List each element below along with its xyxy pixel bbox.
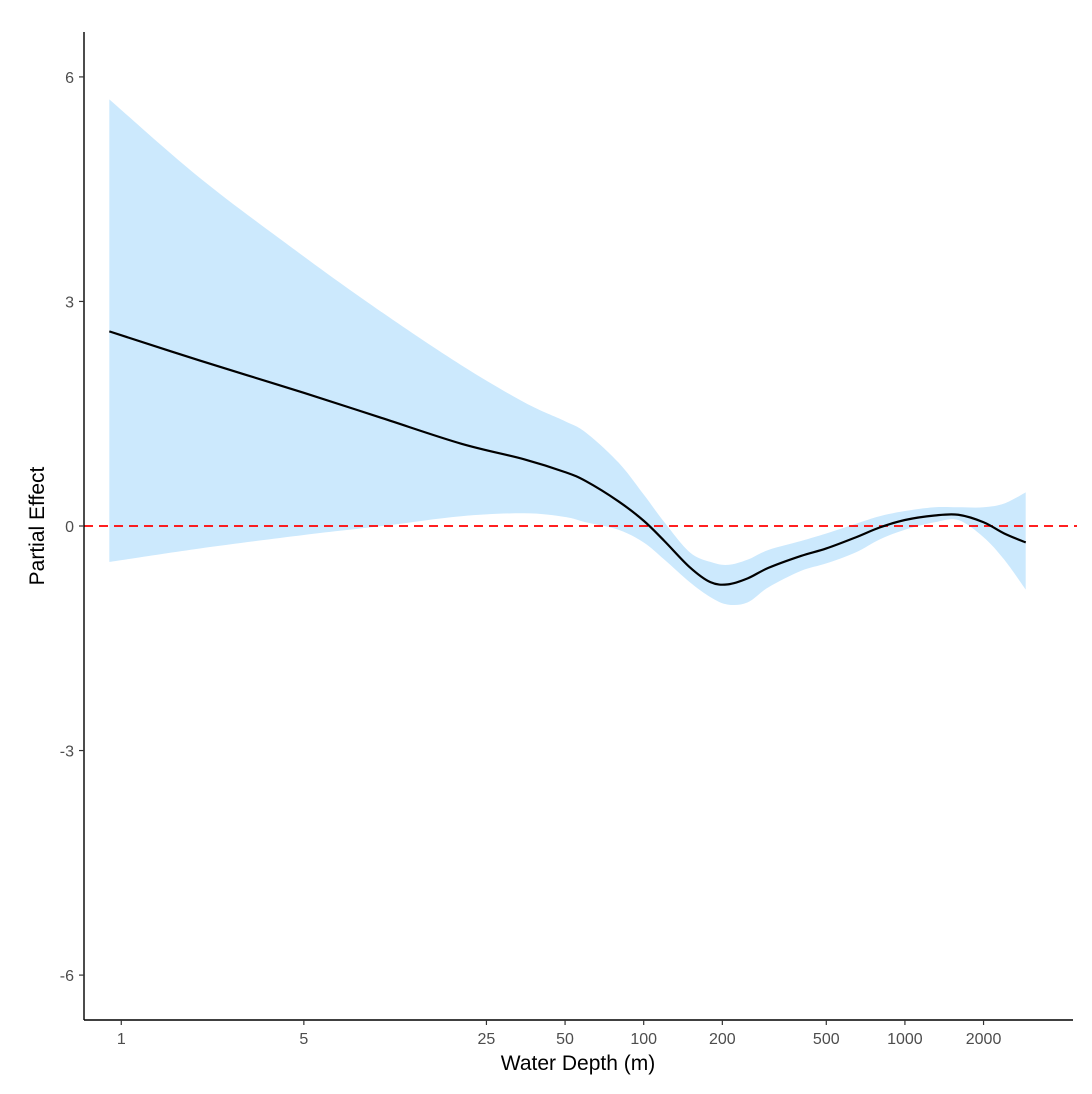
- y-tick-label: 0: [65, 519, 74, 536]
- x-tick-label: 25: [478, 1031, 496, 1048]
- y-tick-label: 6: [65, 70, 74, 87]
- x-tick-label: 50: [556, 1031, 574, 1048]
- y-tick-label: 3: [65, 294, 74, 311]
- x-tick-label: 100: [630, 1031, 657, 1048]
- y-tick-label: -6: [60, 968, 74, 985]
- x-tick-label: 1: [117, 1031, 126, 1048]
- x-ticks: 1 5 25 50 100 200 500 1000 2000: [117, 1020, 1002, 1048]
- x-tick-label: 1000: [887, 1031, 923, 1048]
- x-axis-title: Water Depth (m): [501, 1052, 655, 1075]
- confidence-band-layer: [109, 99, 1026, 606]
- confidence-band: [109, 99, 1026, 606]
- y-ticks: 6 3 0 -3 -6: [60, 70, 84, 985]
- x-tick-label: 200: [709, 1031, 736, 1048]
- x-tick-label: 5: [299, 1031, 308, 1048]
- x-tick-label: 2000: [966, 1031, 1002, 1048]
- fitted-line-layer: [108, 330, 1027, 586]
- partial-effect-line: [108, 330, 1027, 586]
- y-axis-title: Partial Effect: [26, 467, 49, 586]
- x-tick-label: 500: [813, 1031, 840, 1048]
- y-tick-label: -3: [60, 744, 74, 761]
